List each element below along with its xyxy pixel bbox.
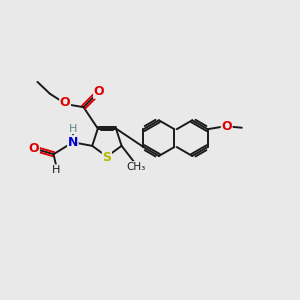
Text: S: S bbox=[102, 151, 111, 164]
Text: CH₃: CH₃ bbox=[126, 162, 145, 172]
Text: H: H bbox=[69, 124, 77, 134]
Text: N: N bbox=[68, 136, 78, 149]
Text: O: O bbox=[221, 120, 232, 133]
Text: O: O bbox=[28, 142, 39, 155]
Text: H: H bbox=[52, 165, 61, 175]
Text: O: O bbox=[60, 96, 70, 109]
Text: O: O bbox=[94, 85, 104, 98]
